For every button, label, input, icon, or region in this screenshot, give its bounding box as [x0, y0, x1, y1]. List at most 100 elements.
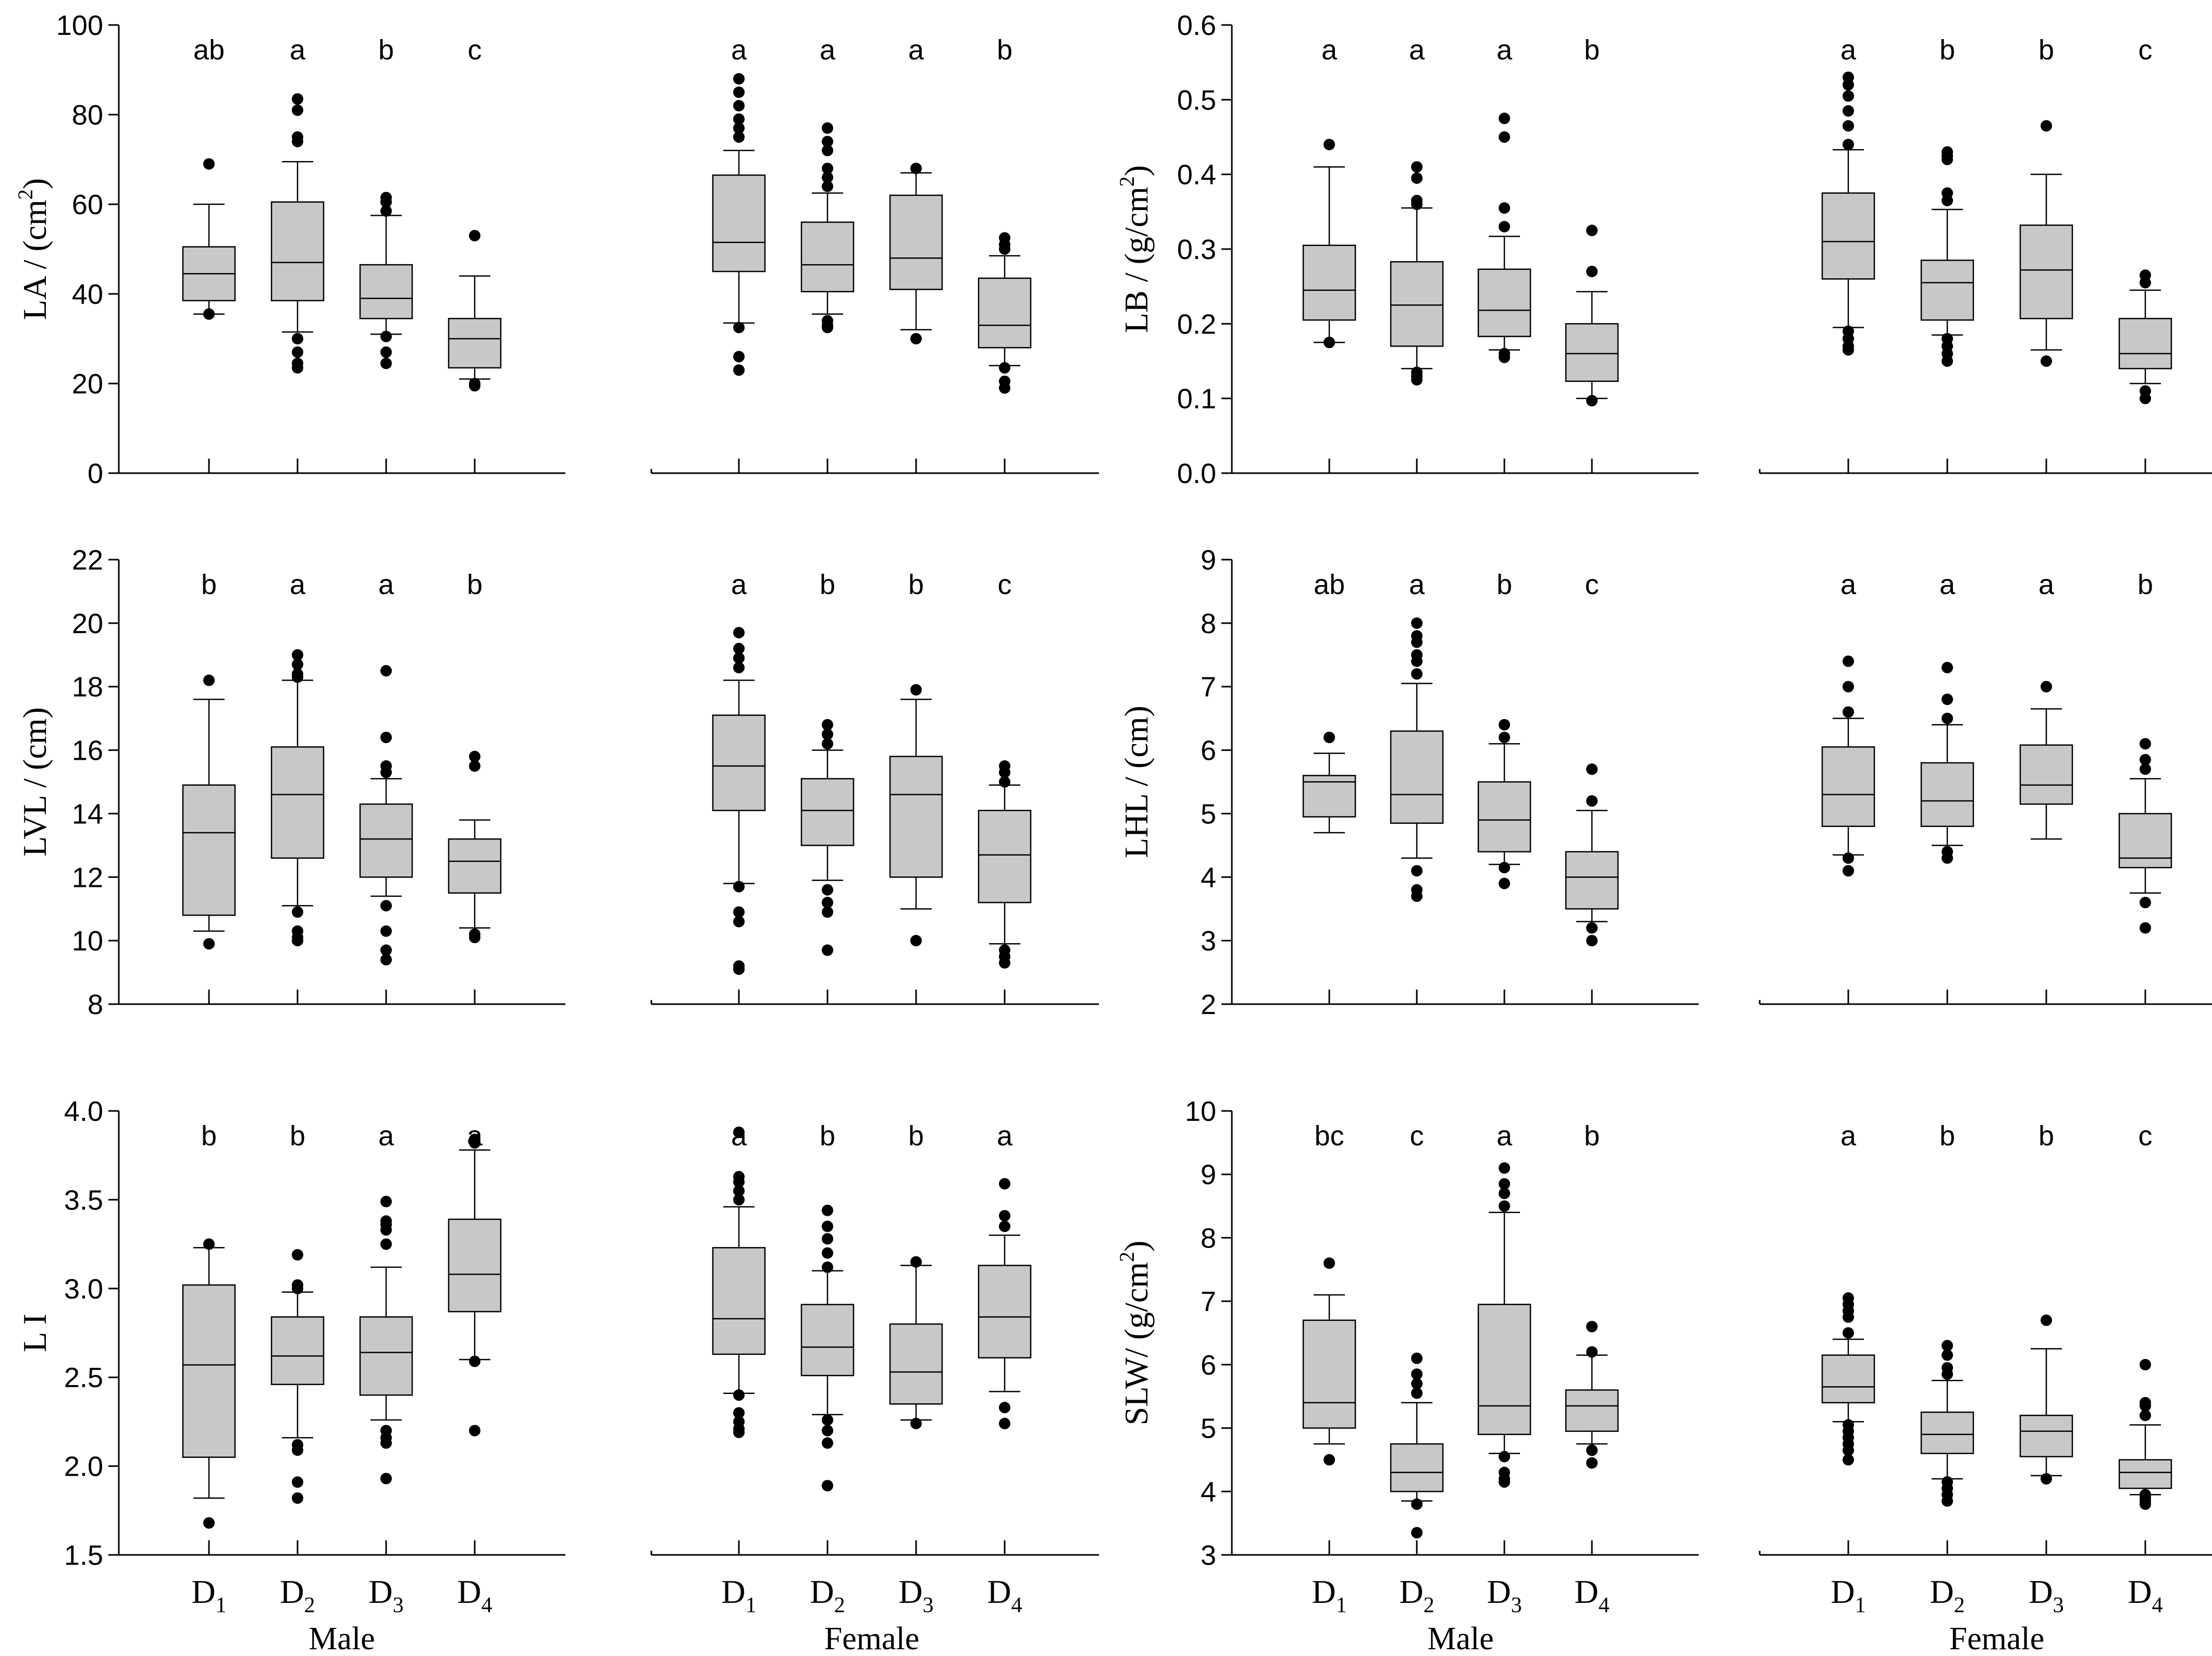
outlier-point	[1499, 719, 1510, 731]
box-D2: a	[800, 34, 855, 473]
outlier-point	[1843, 120, 1854, 132]
significance-letter: b	[2038, 34, 2054, 66]
outlier-point	[2041, 355, 2052, 367]
significance-letter: a	[290, 34, 306, 66]
y-tick-label: 14	[72, 798, 103, 830]
outlier-point	[1843, 71, 1854, 83]
y-axis-label-part: LHL / (cm)	[1118, 706, 1155, 858]
box-D1: a	[1821, 34, 1875, 473]
x-tick-label: D2	[810, 1573, 845, 1617]
y-tick-label: 3	[1201, 925, 1216, 957]
box-D1: a D1	[1821, 1120, 1875, 1617]
significance-letter: a	[1939, 569, 1956, 600]
outlier-point	[822, 163, 833, 175]
box-iqr	[1477, 268, 1531, 337]
outlier-point	[380, 1195, 392, 1207]
y-tick-label: 0.0	[1177, 458, 1216, 489]
box-iqr	[800, 1304, 855, 1377]
y-tick-label: 9	[1201, 1159, 1216, 1191]
box-D3: b	[2019, 34, 2073, 473]
outlier-point	[733, 351, 745, 363]
box-iqr	[889, 194, 943, 290]
outlier-point	[1942, 1362, 1953, 1374]
outlier-point	[1411, 1368, 1423, 1380]
box-D4: c D4	[2118, 1120, 2172, 1617]
outlier-point	[733, 322, 745, 333]
outlier-point	[469, 1133, 480, 1145]
box-iqr	[1302, 244, 1356, 321]
outlier-point	[1499, 1451, 1510, 1463]
box-iqr	[1390, 730, 1444, 824]
y-tick-label: 0.3	[1177, 234, 1216, 265]
outlier-point	[292, 1476, 303, 1488]
box-D4: b	[1565, 34, 1619, 473]
outlier-point	[1586, 1346, 1598, 1358]
x-tick-label-letter: D	[2128, 1573, 2152, 1610]
y-tick-label: 0.6	[1177, 10, 1216, 41]
outlier-point	[733, 364, 745, 376]
outlier-point	[1499, 351, 1510, 363]
box-iqr	[800, 221, 855, 292]
significance-letter: c	[1410, 1120, 1424, 1152]
box-iqr	[1920, 1411, 1974, 1454]
box-iqr	[1821, 192, 1875, 280]
box-D3: a D3	[359, 1120, 413, 1617]
outlier-point	[203, 938, 215, 950]
outlier-point	[2041, 1473, 2052, 1485]
y-tick-label: 9	[1201, 545, 1216, 576]
significance-letter: b	[2038, 1120, 2054, 1152]
box-iqr	[712, 174, 766, 273]
x-tick-label-letter: D	[1312, 1573, 1336, 1610]
x-tick-label-subscript: 1	[746, 1593, 757, 1617]
box-iqr	[2019, 1414, 2073, 1457]
outlier-point	[1411, 668, 1423, 680]
outlier-point	[1499, 862, 1510, 874]
x-tick-label-subscript: 1	[1336, 1593, 1347, 1617]
outlier-point	[203, 308, 215, 320]
outlier-point	[822, 1233, 833, 1245]
box-iqr	[978, 277, 1032, 349]
y-axis-label: L I	[16, 1314, 53, 1352]
outlier-point	[822, 144, 833, 156]
box-iqr	[2019, 224, 2073, 319]
y-tick-label: 22	[72, 545, 103, 576]
y-axis-label: LB / (g/cm2)	[1115, 165, 1155, 333]
box-D2: b	[1920, 34, 1974, 473]
outlier-point	[292, 659, 303, 671]
outlier-point	[380, 944, 392, 956]
outlier-point	[380, 760, 392, 772]
y-tick-label: 80	[72, 100, 103, 131]
box-D3: a D3	[1477, 1120, 1531, 1617]
outlier-point	[733, 113, 745, 125]
outlier-point	[1499, 1178, 1510, 1190]
box-iqr	[359, 803, 413, 878]
outlier-point	[1942, 355, 1953, 367]
outlier-point	[822, 1425, 833, 1437]
outlier-point	[380, 732, 392, 744]
y-axis-label-part: LVL / (cm)	[16, 707, 53, 857]
y-tick-label: 12	[72, 862, 103, 893]
box-D1: a D1	[712, 1120, 766, 1617]
y-tick-label: 6	[1201, 735, 1216, 767]
significance-letter: b	[378, 34, 394, 66]
outlier-point	[1843, 105, 1854, 117]
y-tick-label: 5	[1201, 798, 1216, 830]
outlier-point	[1843, 1327, 1854, 1339]
x-tick-label: D1	[191, 1573, 226, 1617]
y-axis-label-superscript: 2	[14, 189, 37, 200]
outlier-point	[822, 906, 833, 918]
outlier-point	[1499, 113, 1510, 125]
box-iqr	[2019, 744, 2073, 805]
x-tick-label-subscript: 2	[304, 1593, 315, 1617]
panel-lb-male: 0.0 0.1 0.2 0.3 0.4 0.5 0.6 LB / (g/cm2) a a a b	[1115, 10, 1699, 489]
x-tick-label-letter: D	[191, 1573, 215, 1610]
outlier-point	[292, 668, 303, 680]
box-iqr	[1821, 1354, 1875, 1404]
outlier-point	[292, 1279, 303, 1291]
outlier-point	[292, 1444, 303, 1456]
significance-letter: a	[908, 34, 924, 66]
outlier-point	[292, 1249, 303, 1261]
outlier-point	[733, 652, 745, 664]
box-D1: a	[712, 569, 766, 1004]
